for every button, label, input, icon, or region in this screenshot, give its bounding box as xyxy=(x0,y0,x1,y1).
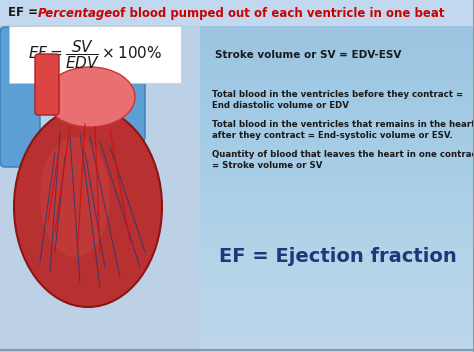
Text: = Stroke volume or SV: = Stroke volume or SV xyxy=(212,161,322,170)
FancyBboxPatch shape xyxy=(35,54,59,115)
Text: Stroke volume or SV = EDV-ESV: Stroke volume or SV = EDV-ESV xyxy=(215,50,401,60)
Text: after they contract = End-systolic volume or ESV.: after they contract = End-systolic volum… xyxy=(212,131,453,140)
Ellipse shape xyxy=(14,107,162,307)
FancyBboxPatch shape xyxy=(0,27,40,167)
Bar xyxy=(0,0,474,26)
Text: Total blood in the ventricles that remains in the heart: Total blood in the ventricles that remai… xyxy=(212,120,474,129)
FancyBboxPatch shape xyxy=(26,30,144,66)
Text: EF =: EF = xyxy=(8,6,42,19)
Text: of blood pumped out of each ventricle in one beat: of blood pumped out of each ventricle in… xyxy=(108,6,445,19)
Text: End diastolic volume or EDV: End diastolic volume or EDV xyxy=(212,101,349,110)
Ellipse shape xyxy=(40,137,110,257)
Text: Total blood in the ventricles before they contract =: Total blood in the ventricles before the… xyxy=(212,90,463,99)
Bar xyxy=(0,25,200,352)
Text: Quantity of blood that leaves the heart in one contraction: Quantity of blood that leaves the heart … xyxy=(212,150,474,159)
Ellipse shape xyxy=(45,67,135,127)
Text: $EF = \dfrac{SV}{EDV} \times 100\%$: $EF = \dfrac{SV}{EDV} \times 100\%$ xyxy=(28,39,162,71)
FancyBboxPatch shape xyxy=(9,26,181,83)
Text: EF = Ejection fraction: EF = Ejection fraction xyxy=(219,247,457,266)
Text: Percentage: Percentage xyxy=(38,6,113,19)
FancyBboxPatch shape xyxy=(110,37,145,142)
